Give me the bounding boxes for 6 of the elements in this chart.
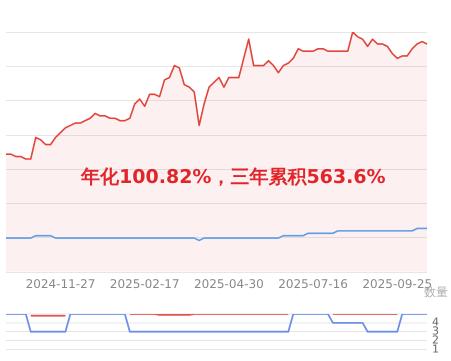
y-tick-label: 1 xyxy=(432,342,439,356)
annotation: 年化100.82%，三年累积563.6% xyxy=(80,166,386,188)
x-tick-label: 2025-02-17 xyxy=(110,276,180,291)
x-tick-label: 2024-11-27 xyxy=(26,276,96,291)
x-tick-label: 2025-04-30 xyxy=(194,276,264,291)
x-tick-label: 2025-07-16 xyxy=(278,276,348,291)
